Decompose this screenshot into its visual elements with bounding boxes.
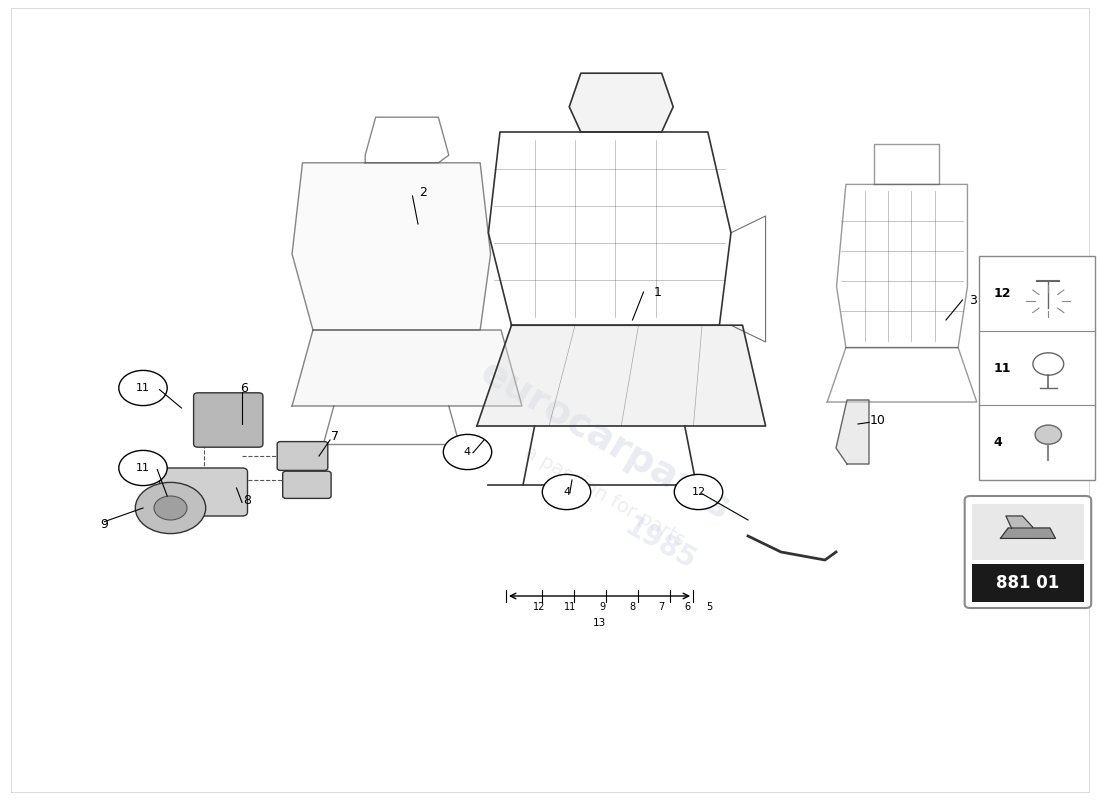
Text: 2: 2 (419, 186, 428, 198)
Text: 12: 12 (692, 487, 705, 497)
Text: 6: 6 (684, 602, 691, 613)
Text: 9: 9 (600, 602, 606, 613)
Text: 7: 7 (658, 602, 664, 613)
Text: 11: 11 (136, 383, 150, 393)
Text: 12: 12 (993, 287, 1011, 300)
Polygon shape (293, 330, 521, 406)
Text: 5: 5 (706, 602, 713, 613)
Circle shape (443, 434, 492, 470)
FancyBboxPatch shape (194, 393, 263, 447)
FancyBboxPatch shape (972, 564, 1084, 602)
Text: 10: 10 (870, 414, 886, 426)
FancyBboxPatch shape (160, 468, 248, 516)
Text: 4: 4 (993, 436, 1002, 449)
Circle shape (135, 482, 206, 534)
Text: 3: 3 (969, 294, 978, 306)
Text: eurocarparts: eurocarparts (473, 353, 737, 527)
Text: 11: 11 (136, 463, 150, 473)
Circle shape (119, 450, 167, 486)
Polygon shape (1005, 516, 1034, 528)
Circle shape (119, 370, 167, 406)
Text: a passion for parts: a passion for parts (521, 442, 689, 550)
Circle shape (154, 496, 187, 520)
Polygon shape (570, 73, 673, 132)
Text: 12: 12 (532, 602, 546, 613)
FancyBboxPatch shape (972, 504, 1084, 560)
Text: 6: 6 (240, 382, 249, 394)
Polygon shape (836, 400, 869, 464)
FancyBboxPatch shape (277, 442, 328, 470)
Text: 8: 8 (243, 494, 252, 506)
Text: 4: 4 (464, 447, 471, 457)
Polygon shape (1001, 528, 1056, 538)
Text: 8: 8 (629, 602, 636, 613)
Text: 1: 1 (653, 286, 662, 298)
Circle shape (1035, 425, 1062, 444)
Text: 11: 11 (563, 602, 576, 613)
Circle shape (542, 474, 591, 510)
Text: 9: 9 (100, 518, 109, 530)
FancyBboxPatch shape (965, 496, 1091, 608)
Circle shape (674, 474, 723, 510)
Text: 11: 11 (993, 362, 1011, 374)
Text: 13: 13 (593, 618, 606, 627)
FancyBboxPatch shape (979, 256, 1094, 480)
Polygon shape (476, 325, 766, 426)
FancyBboxPatch shape (283, 471, 331, 498)
Text: 1985: 1985 (619, 513, 701, 575)
Text: 4: 4 (563, 487, 570, 497)
Polygon shape (293, 162, 491, 330)
Text: 7: 7 (331, 430, 340, 442)
Text: 881 01: 881 01 (997, 574, 1059, 592)
